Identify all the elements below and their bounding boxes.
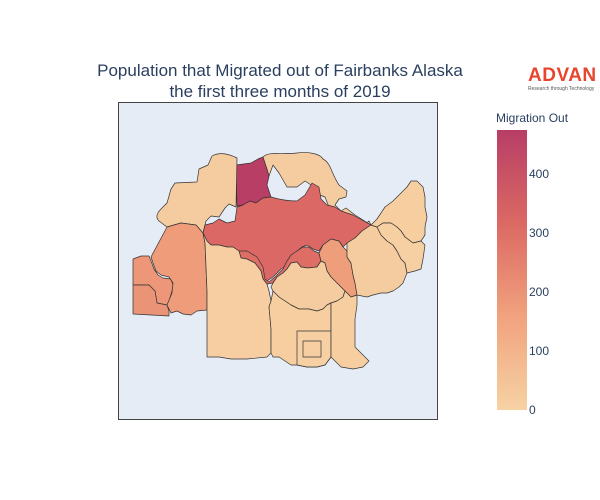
map-title: Population that Migrated out of Fairbank… [0,60,560,102]
title-line-1: Population that Migrated out of Fairbank… [97,61,463,80]
colorbar-tick-label: 200 [529,285,550,300]
colorbar-title: Migration Out [496,111,569,125]
region-south-east[interactable] [330,290,370,370]
region-south-small-b[interactable] [302,340,322,358]
colorbar-tick-label: 300 [529,226,550,241]
logo-name: ADVAN [528,65,597,86]
title-line-2: the first three months of 2019 [169,82,391,101]
colorbar-tick-label: 0 [529,403,536,417]
advan-logo: ADVAN Research through Technology [528,66,598,92]
logo-tagline: Research through Technology [528,86,595,92]
region-east-slice[interactable] [376,222,426,274]
colorbar [497,130,527,410]
colorbar-tick-label: 400 [529,167,550,182]
colorbar-gradient [497,130,527,410]
choropleth-map[interactable] [119,103,437,419]
region-southwest-large[interactable] [202,232,272,360]
map-area[interactable] [118,102,438,420]
region-central-large[interactable] [202,182,372,282]
colorbar-tick-label: 100 [529,344,550,359]
